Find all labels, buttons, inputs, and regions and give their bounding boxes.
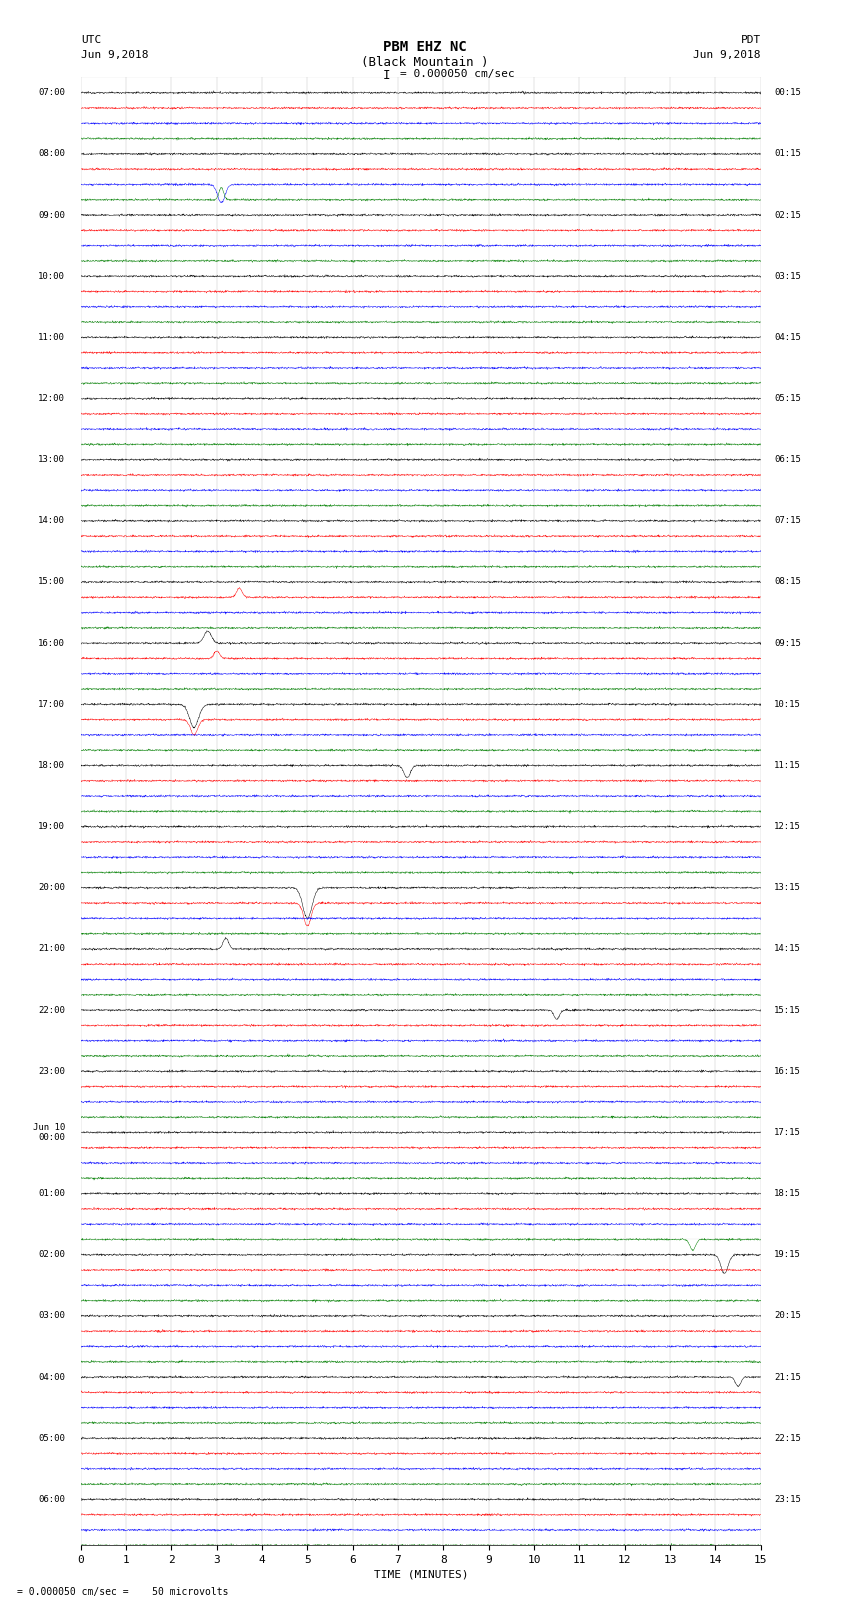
- Text: 03:00: 03:00: [38, 1311, 65, 1321]
- Text: 14:00: 14:00: [38, 516, 65, 526]
- Text: 11:15: 11:15: [774, 761, 802, 769]
- Text: 10:00: 10:00: [38, 271, 65, 281]
- Text: Jun 9,2018: Jun 9,2018: [81, 50, 148, 60]
- Text: 16:00: 16:00: [38, 639, 65, 648]
- Text: 00:15: 00:15: [774, 89, 802, 97]
- Text: 07:15: 07:15: [774, 516, 802, 526]
- Text: 17:00: 17:00: [38, 700, 65, 708]
- Text: 19:00: 19:00: [38, 823, 65, 831]
- Text: 18:15: 18:15: [774, 1189, 802, 1198]
- Text: 15:00: 15:00: [38, 577, 65, 587]
- Text: 04:15: 04:15: [774, 332, 802, 342]
- Text: 22:00: 22:00: [38, 1005, 65, 1015]
- Text: PBM EHZ NC: PBM EHZ NC: [383, 40, 467, 55]
- Text: 13:00: 13:00: [38, 455, 65, 465]
- Text: 23:15: 23:15: [774, 1495, 802, 1503]
- X-axis label: TIME (MINUTES): TIME (MINUTES): [373, 1569, 468, 1579]
- Text: I: I: [383, 69, 390, 82]
- Text: 16:15: 16:15: [774, 1066, 802, 1076]
- Text: (Black Mountain ): (Black Mountain ): [361, 56, 489, 69]
- Text: 01:15: 01:15: [774, 150, 802, 158]
- Text: 02:00: 02:00: [38, 1250, 65, 1260]
- Text: 19:15: 19:15: [774, 1250, 802, 1260]
- Text: 01:00: 01:00: [38, 1189, 65, 1198]
- Text: 11:00: 11:00: [38, 332, 65, 342]
- Text: 09:15: 09:15: [774, 639, 802, 648]
- Text: 04:00: 04:00: [38, 1373, 65, 1382]
- Text: UTC: UTC: [81, 35, 101, 45]
- Text: 12:00: 12:00: [38, 394, 65, 403]
- Text: 21:00: 21:00: [38, 945, 65, 953]
- Text: 12:15: 12:15: [774, 823, 802, 831]
- Text: 13:15: 13:15: [774, 884, 802, 892]
- Text: 23:00: 23:00: [38, 1066, 65, 1076]
- Text: PDT: PDT: [740, 35, 761, 45]
- Text: 05:15: 05:15: [774, 394, 802, 403]
- Text: 18:00: 18:00: [38, 761, 65, 769]
- Text: = 0.000050 cm/sec: = 0.000050 cm/sec: [400, 69, 514, 79]
- Text: 09:00: 09:00: [38, 211, 65, 219]
- Text: 03:15: 03:15: [774, 271, 802, 281]
- Text: 08:15: 08:15: [774, 577, 802, 587]
- Text: 10:15: 10:15: [774, 700, 802, 708]
- Text: = 0.000050 cm/sec =    50 microvolts: = 0.000050 cm/sec = 50 microvolts: [17, 1587, 229, 1597]
- Text: 15:15: 15:15: [774, 1005, 802, 1015]
- Text: Jun 10
00:00: Jun 10 00:00: [32, 1123, 65, 1142]
- Text: 07:00: 07:00: [38, 89, 65, 97]
- Text: 20:00: 20:00: [38, 884, 65, 892]
- Text: 20:15: 20:15: [774, 1311, 802, 1321]
- Text: 08:00: 08:00: [38, 150, 65, 158]
- Text: 14:15: 14:15: [774, 945, 802, 953]
- Text: 05:00: 05:00: [38, 1434, 65, 1442]
- Text: 06:15: 06:15: [774, 455, 802, 465]
- Text: 02:15: 02:15: [774, 211, 802, 219]
- Text: Jun 9,2018: Jun 9,2018: [694, 50, 761, 60]
- Text: 21:15: 21:15: [774, 1373, 802, 1382]
- Text: 22:15: 22:15: [774, 1434, 802, 1442]
- Text: 17:15: 17:15: [774, 1127, 802, 1137]
- Text: 06:00: 06:00: [38, 1495, 65, 1503]
